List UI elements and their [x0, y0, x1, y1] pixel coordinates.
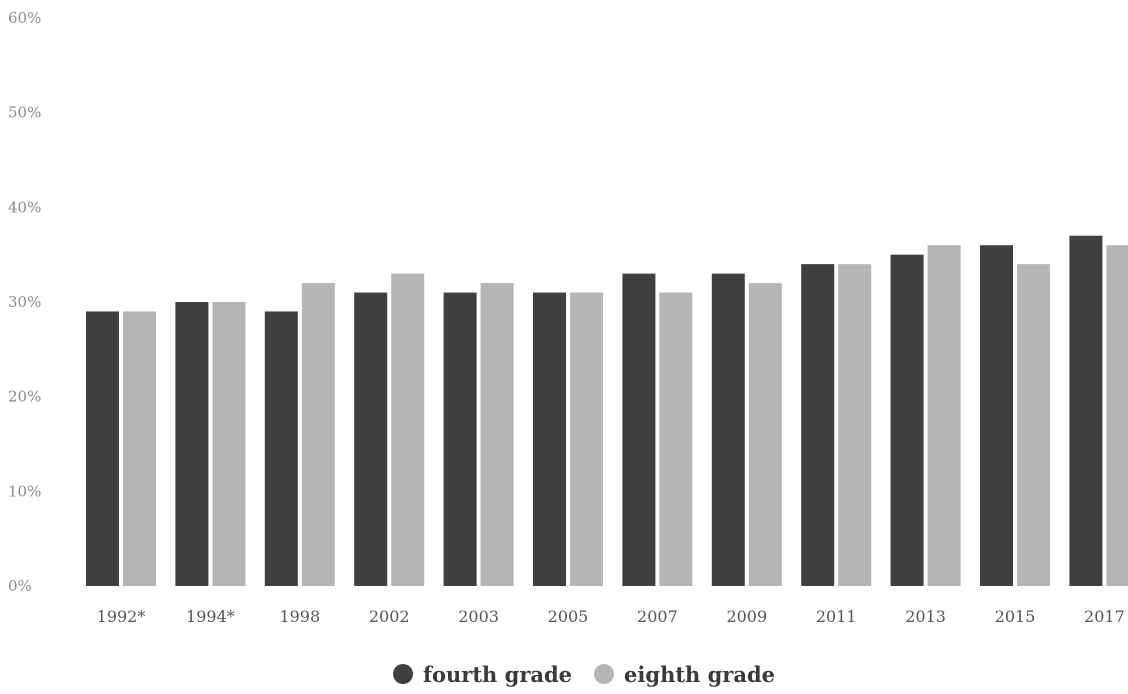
x-tick-label: 2007: [637, 607, 678, 626]
x-axis: 1992* 1994* 1998 2002 2003 2005 2007 2009 2011 20…: [97, 607, 1125, 626]
y-tick-label: 30%: [8, 293, 41, 311]
bar-eighth-grade-2011: [838, 264, 872, 586]
x-tick-label: 2013: [905, 607, 946, 626]
y-tick-label: 20%: [8, 388, 41, 406]
x-tick-label: 1992*: [97, 607, 146, 626]
legend-label-fourth-grade: fourth grade: [422, 661, 573, 687]
bar-eighth-grade-1998: [301, 283, 335, 586]
bar-fourth-grade-2017: [1069, 235, 1103, 586]
bar-fourth-grade-2005: [533, 292, 566, 586]
bar-eighth-grade-2002: [391, 273, 425, 586]
legend: fourth grade eighth grade: [0, 658, 1128, 690]
bars-group: [86, 235, 1128, 586]
y-axis: 0% 10% 20% 30% 40% 50% 60%: [8, 9, 41, 595]
bar-eighth-grade-2007: [659, 292, 693, 586]
bar-fourth-grade-2015: [980, 245, 1013, 586]
bar-eighth-grade-1994: [212, 302, 246, 586]
x-tick-label: 2002: [369, 607, 410, 626]
x-tick-label: 2015: [995, 607, 1036, 626]
bar-fourth-grade-1992: [86, 311, 119, 586]
x-tick-label: 1998: [279, 607, 320, 626]
bar-eighth-grade-2015: [1017, 264, 1050, 586]
y-tick-label: 40%: [8, 198, 41, 216]
y-tick-label: 60%: [8, 9, 41, 27]
bar-fourth-grade-1994: [175, 302, 209, 586]
bar-fourth-grade-2007: [622, 273, 656, 586]
bar-eighth-grade-2009: [748, 283, 782, 586]
x-tick-label: 1994*: [186, 607, 235, 626]
x-tick-label: 2017: [1084, 607, 1125, 626]
y-tick-label: 0%: [8, 577, 32, 595]
bar-fourth-grade-1998: [264, 311, 298, 586]
y-tick-label: 50%: [8, 104, 41, 122]
y-tick-label: 10%: [8, 482, 41, 500]
bar-eighth-grade-2013: [927, 245, 961, 586]
bar-fourth-grade-2002: [354, 292, 388, 586]
bar-fourth-grade-2009: [711, 273, 745, 586]
x-tick-label: 2011: [816, 607, 857, 626]
legend-swatch-eighth-grade: [594, 664, 615, 684]
bar-fourth-grade-2013: [890, 254, 924, 586]
x-tick-label: 2003: [458, 607, 499, 626]
legend-item-eighth-grade: eighth grade: [594, 662, 775, 687]
x-tick-label: 2005: [548, 607, 589, 626]
legend-swatch-fourth-grade: [392, 664, 413, 684]
legend-item-fourth-grade: fourth grade: [392, 661, 573, 687]
bar-eighth-grade-2003: [480, 283, 514, 586]
bar-fourth-grade-2011: [801, 264, 835, 586]
bar-eighth-grade-2005: [570, 292, 603, 586]
x-tick-label: 2009: [726, 607, 767, 626]
bar-eighth-grade-1992: [123, 311, 156, 586]
bar-eighth-grade-2017: [1106, 245, 1128, 586]
bar-fourth-grade-2003: [443, 292, 477, 586]
legend-label-eighth-grade: eighth grade: [624, 661, 776, 687]
